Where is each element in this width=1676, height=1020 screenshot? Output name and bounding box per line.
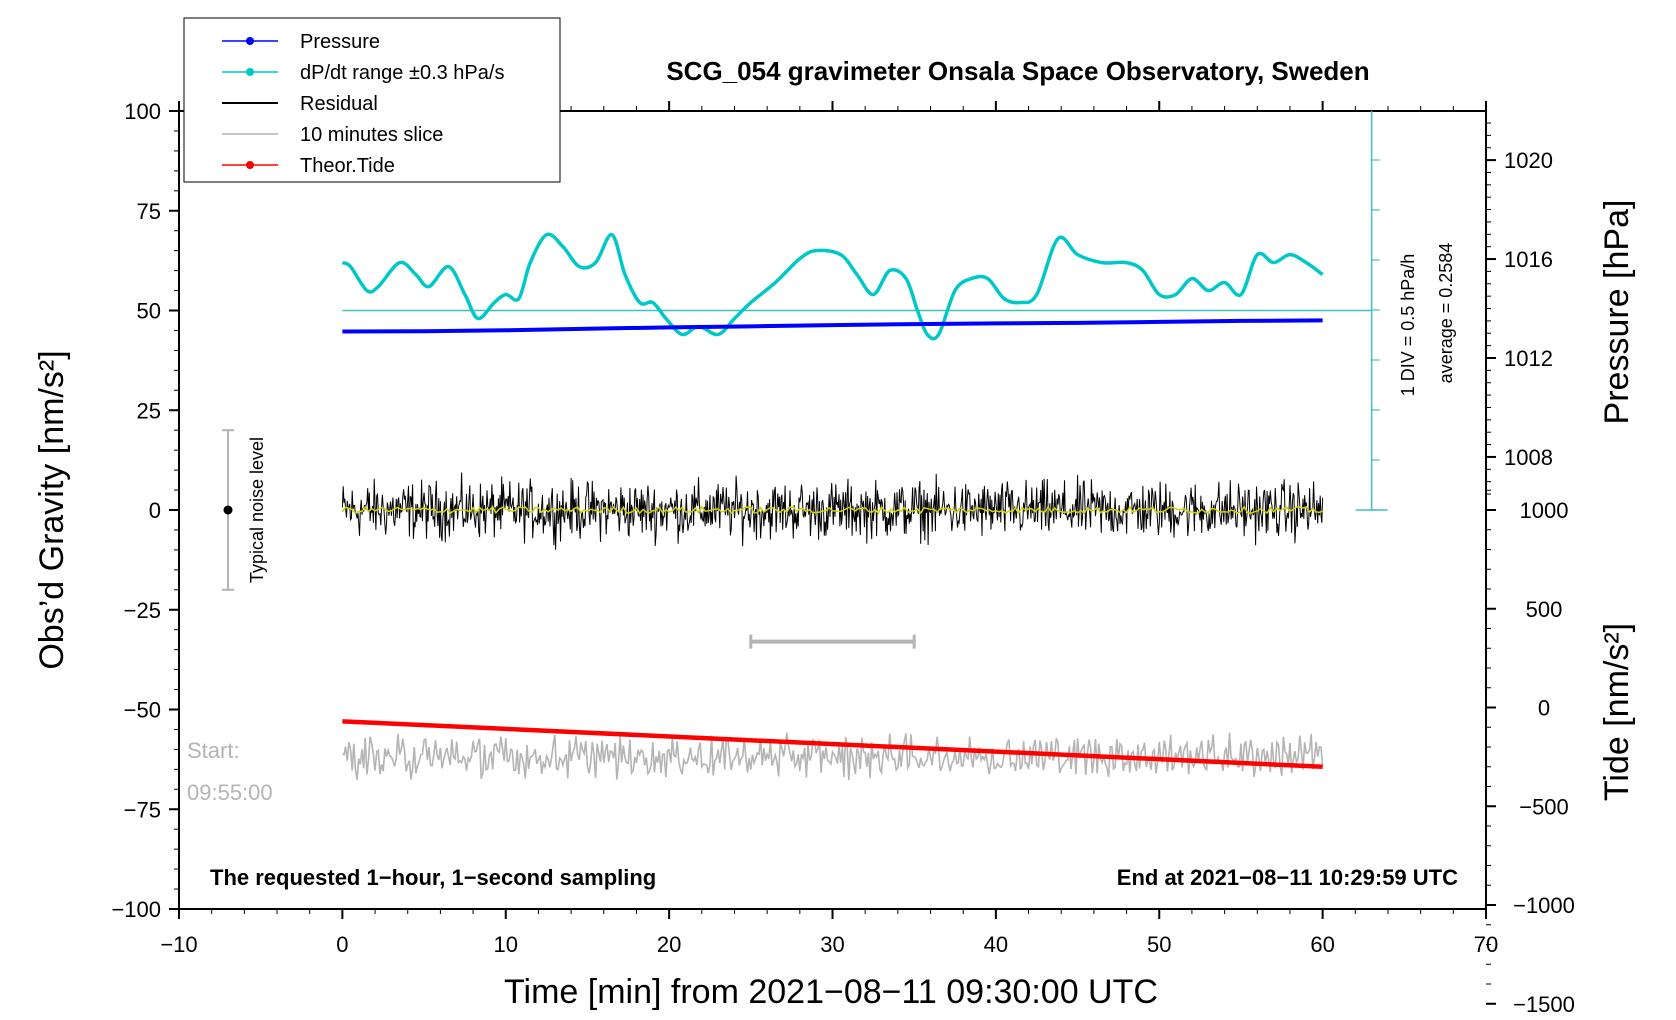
annotation-layer (222, 429, 916, 649)
x-tick-label: 10 (494, 932, 518, 957)
y-tick-label: 25 (137, 398, 161, 423)
y-axis-ticks: −100 −75 −50 −25 0 25 50 75 100 (111, 99, 179, 922)
x-axis-title: Time [min] from 2021−08−11 09:30:00 UTC (504, 973, 1158, 1011)
x-tick-label: 40 (984, 932, 1008, 957)
y-tick-label: −25 (124, 598, 161, 623)
y-axis-title-pressure: Pressure [hPa] (1598, 200, 1636, 425)
series-pressure (342, 318, 1323, 334)
tide-tick-label: −500 (1519, 794, 1569, 819)
legend-marker (246, 68, 254, 76)
noise-level-dot (223, 505, 233, 515)
tide-tick-label: −1000 (1513, 893, 1575, 918)
series-10min-slice (342, 732, 1324, 781)
series-residual (341, 472, 1324, 550)
pressure-tick-label: 1020 (1504, 148, 1553, 173)
y-tick-label: −50 (124, 698, 161, 723)
pressure-tick-label: 1016 (1504, 247, 1553, 272)
y-tick-label: 0 (149, 498, 161, 523)
legend-marker (246, 37, 254, 45)
noise-level-label: Typical noise level (247, 437, 267, 583)
tide-tick-label: 1000 (1520, 498, 1569, 523)
y-axis-title-tide: Tide [nm/s²] (1598, 623, 1636, 801)
legend-label: dP/dt range ±0.3 hPa/s (300, 62, 504, 84)
legend-box (183, 17, 561, 183)
legend: Pressure dP/dt range ±0.3 hPa/s Residual 10… (183, 17, 561, 183)
legend-label: Pressure (300, 31, 380, 53)
tide-tick-label: −1500 (1513, 992, 1575, 1017)
series-layer (341, 232, 1372, 781)
tide-axis-ticks: −1500 −1000 −500 0 500 1000 (1486, 489, 1575, 1017)
dpdt-average-label: average = 0.2584 (1436, 243, 1456, 384)
bottom-left-note: The requested 1−hour, 1−second sampling (210, 865, 656, 890)
x-tick-label: 60 (1310, 932, 1334, 957)
pressure-tick-label: 1012 (1504, 346, 1553, 371)
chart-title: SCG_054 gravimeter Onsala Space Observat… (666, 56, 1369, 86)
x-tick-label: −10 (160, 932, 197, 957)
legend-label: 10 minutes slice (300, 124, 443, 146)
pressure-tick-label: 1008 (1504, 445, 1553, 470)
y-tick-label: −75 (124, 797, 161, 822)
x-tick-label: 50 (1147, 932, 1171, 957)
start-label: Start: (187, 738, 240, 763)
x-tick-label: 0 (336, 932, 348, 957)
y-tick-label: 75 (137, 199, 161, 224)
x-tick-label: 30 (820, 932, 844, 957)
x-tick-label: 20 (657, 932, 681, 957)
series-theor-tide (342, 719, 1323, 770)
y-tick-label: 100 (124, 99, 161, 124)
y-axis-title-left: Obs’d Gravity [nm/s²] (33, 350, 71, 669)
series-dpdt (341, 232, 1324, 341)
y-tick-label: −100 (111, 897, 161, 922)
tide-tick-label: 0 (1538, 696, 1550, 721)
legend-label: Residual (300, 93, 378, 115)
bottom-right-note: End at 2021−08−11 10:29:59 UTC (1117, 865, 1458, 890)
pressure-axis-ticks: 1008 1012 1016 1020 (1486, 122, 1553, 495)
series-residual-smoothed (341, 505, 1323, 515)
legend-label: Theor.Tide (300, 155, 395, 177)
y-tick-label: 50 (137, 299, 161, 324)
x-axis-ticks: −10 0 10 20 30 40 50 60 70 (160, 101, 1498, 957)
tide-tick-label: 500 (1526, 597, 1563, 622)
start-time: 09:55:00 (187, 780, 273, 805)
legend-marker (246, 161, 254, 169)
dpdt-scale-label: 1 DIV = 0.5 hPa/h (1398, 254, 1418, 397)
